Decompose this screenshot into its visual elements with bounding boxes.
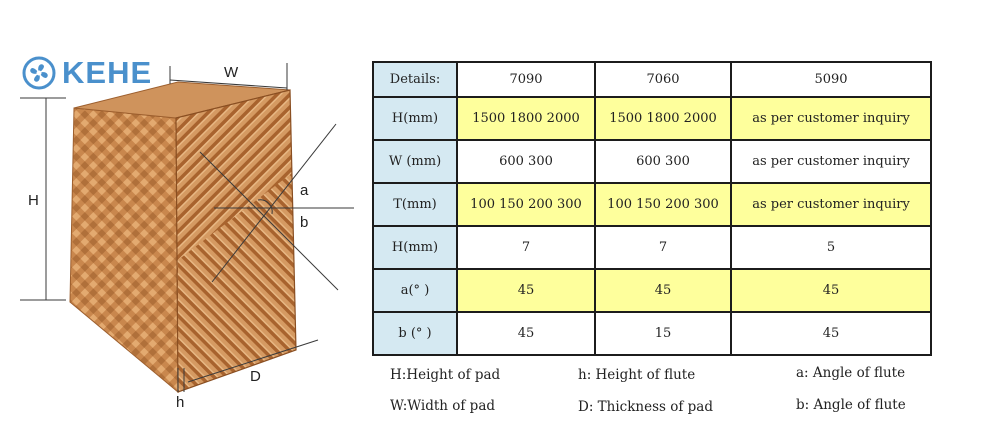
table-cell: 600 300	[456, 139, 596, 184]
row-label: W (mm)	[372, 139, 458, 184]
row-label: b (° )	[372, 311, 458, 356]
table-row: H(mm) 7 7 5	[372, 225, 932, 270]
table-cell: as per customer inquiry	[730, 182, 932, 227]
table-cell: as per customer inquiry	[730, 139, 932, 184]
row-label: a(° )	[372, 268, 458, 313]
table-cell: 15	[594, 311, 732, 356]
legend-angle-a: a: Angle of flute	[796, 365, 906, 381]
cooling-pad-diagram	[20, 63, 354, 394]
table-cell: 45	[730, 311, 932, 356]
label-b: b	[300, 214, 309, 231]
table-cell: 45	[456, 268, 596, 313]
table-cell: 5	[730, 225, 932, 270]
table-cell: as per customer inquiry	[730, 96, 932, 141]
row-label: H(mm)	[372, 225, 458, 270]
fan-icon	[22, 56, 56, 90]
table-cell: 45	[594, 268, 732, 313]
label-a: a	[300, 182, 309, 199]
header-7060: 7060	[594, 61, 732, 98]
table-cell: 1500 1800 2000	[456, 96, 596, 141]
header-7090: 7090	[456, 61, 596, 98]
table-row: W (mm) 600 300 600 300 as per customer i…	[372, 139, 932, 184]
legend-height-of-flute: h: Height of flute	[578, 367, 696, 383]
logo-text: KEHE	[62, 55, 153, 90]
table-cell: 100 150 200 300	[456, 182, 596, 227]
header-5090: 5090	[730, 61, 932, 98]
legend-angle-b: b: Angle of flute	[796, 397, 906, 413]
table-cell: 45	[456, 311, 596, 356]
angle-lines	[199, 123, 354, 291]
table-cell: 45	[730, 268, 932, 313]
legend-thickness-of-pad: D: Thickness of pad	[578, 399, 713, 415]
specification-table: Details: 7090 7060 5090 H(mm) 1500 1800 …	[372, 61, 932, 356]
legend-height-of-pad: H:Height of pad	[390, 367, 501, 383]
dimension-w	[169, 63, 288, 90]
table-cell: 600 300	[594, 139, 732, 184]
dimension-h	[20, 97, 66, 301]
pad-left-face	[69, 107, 179, 394]
row-label: H(mm)	[372, 96, 458, 141]
label-h-total: H	[28, 192, 39, 209]
table-row: b (° ) 45 15 45	[372, 311, 932, 356]
table-row: a(° ) 45 45 45	[372, 268, 932, 313]
table-cell: 7	[456, 225, 596, 270]
table-row: T(mm) 100 150 200 300 100 150 200 300 as…	[372, 182, 932, 227]
kehe-logo: KEHE	[22, 55, 152, 91]
table-cell: 100 150 200 300	[594, 182, 732, 227]
header-details: Details:	[372, 61, 458, 98]
dimension-d	[177, 339, 319, 392]
table-cell: 1500 1800 2000	[594, 96, 732, 141]
table-row: H(mm) 1500 1800 2000 1500 1800 2000 as p…	[372, 96, 932, 141]
table-cell: 7	[594, 225, 732, 270]
pad-front-face	[176, 90, 296, 392]
table-header-row: Details: 7090 7060 5090	[372, 61, 932, 98]
row-label: T(mm)	[372, 182, 458, 227]
label-h-flute: h	[176, 394, 185, 411]
legend-width-of-pad: W:Width of pad	[390, 398, 496, 414]
label-d: D	[250, 368, 261, 385]
label-w: W	[224, 64, 239, 81]
